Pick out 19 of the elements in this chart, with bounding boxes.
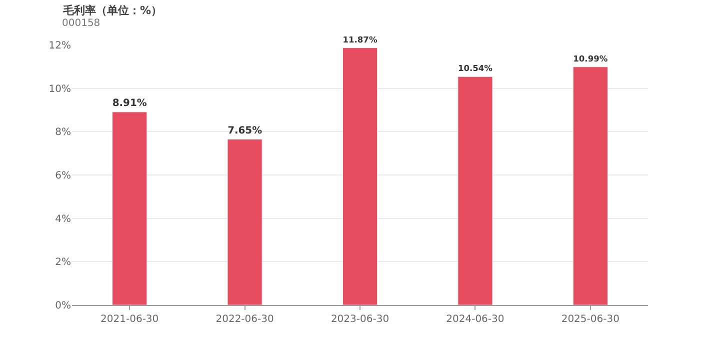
data-label: 7.65%: [228, 125, 262, 136]
x-tick-label: 2021-06-30: [100, 314, 159, 325]
x-tick-label: 2025-06-30: [561, 314, 620, 325]
chart-title: 毛利率（单位：%）: [62, 4, 162, 17]
y-tick-label: 0%: [55, 300, 71, 312]
chart-subtitle: 000158: [62, 18, 100, 29]
y-tick-label: 10%: [48, 84, 71, 95]
y-tick-label: 12%: [48, 40, 71, 52]
y-tick-label: 6%: [55, 170, 71, 182]
x-tick-label: 2022-06-30: [216, 314, 274, 325]
y-tick-label: 8%: [55, 127, 71, 138]
data-label: 8.91%: [112, 98, 147, 109]
data-label: 10.54%: [458, 63, 494, 74]
x-tick-label: 2023-06-30: [330, 314, 390, 325]
y-tick-label: 4%: [55, 214, 71, 225]
x-tick-label: 2024-06-30: [446, 314, 504, 325]
y-tick-label: 2%: [55, 257, 71, 268]
data-label: 10.99%: [573, 53, 608, 64]
data-label: 11.87%: [342, 34, 378, 44]
